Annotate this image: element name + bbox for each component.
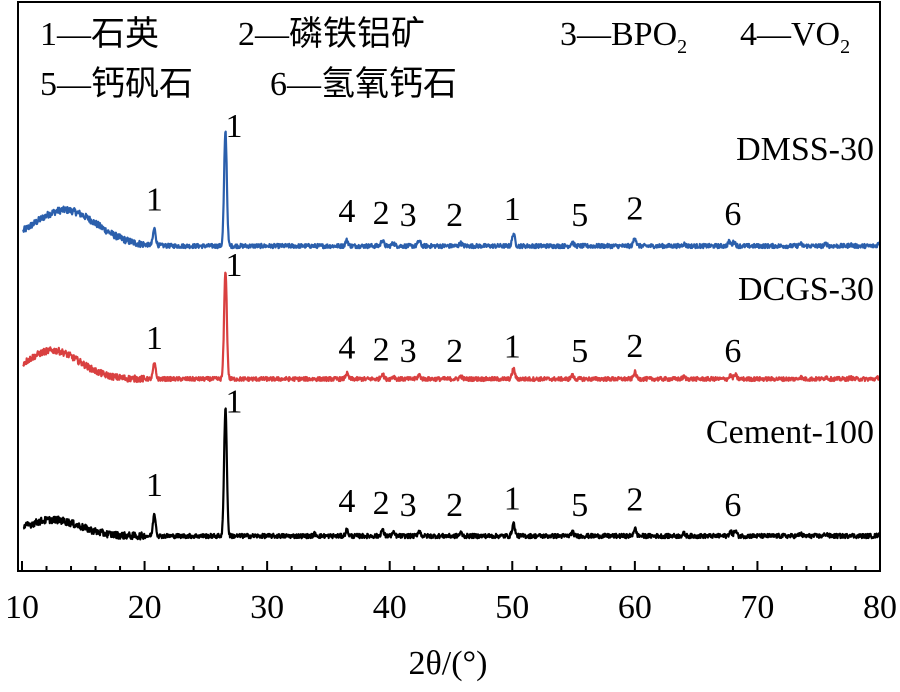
peak-label: 1: [146, 182, 163, 219]
x-tick-label: 80: [863, 589, 897, 626]
series-line: [22, 130, 881, 250]
peak-label: 2: [446, 333, 463, 370]
peak-label: 1: [146, 320, 163, 357]
legend-entry: 1—石英: [40, 15, 159, 53]
peak-label: 6: [724, 333, 741, 370]
peak-label: 1: [226, 108, 243, 145]
peak-label: 6: [724, 196, 741, 233]
x-tick-label: 10: [5, 589, 39, 626]
x-tick-label: 30: [250, 589, 284, 626]
x-axis: 10 20 30 40 50 60 70 80: [5, 561, 897, 626]
peak-label: 1: [504, 481, 521, 518]
series-name: Cement-100: [706, 414, 874, 451]
peak-label: 2: [626, 482, 643, 519]
x-tick-label: 60: [618, 589, 652, 626]
x-tick-label: 40: [373, 589, 407, 626]
peak-label: 4: [338, 330, 355, 367]
series-line: [22, 271, 881, 384]
x-axis-label: 2θ/(°): [409, 645, 488, 682]
peak-label: 1: [504, 328, 521, 365]
peak-label: 5: [571, 487, 588, 524]
legend-subscript: 2: [840, 36, 850, 58]
x-tick-label: 70: [740, 589, 774, 626]
legend-entry: 4—VO2: [740, 16, 850, 58]
series-name: DMSS-30: [736, 131, 874, 168]
series-names: DMSS-30 DCGS-30 Cement-100: [706, 131, 874, 451]
peak-label: 6: [724, 487, 741, 524]
legend: 1—石英 2—磷铁铝矿 3—BPO2 4—VO2 5—钙矾石 6—氢氧钙石: [40, 15, 850, 103]
peak-label: 2: [373, 331, 390, 368]
peak-label: 2: [626, 328, 643, 365]
peak-label: 4: [338, 193, 355, 230]
peak-label: 5: [571, 197, 588, 234]
series-name: DCGS-30: [738, 271, 874, 308]
peak-label: 1: [226, 384, 243, 421]
peak-label: 2: [446, 487, 463, 524]
legend-entry: 3—BPO2: [560, 16, 687, 58]
peak-label: 4: [338, 483, 355, 520]
plot-lines: [22, 130, 881, 541]
legend-entry: 5—钙矾石: [40, 66, 193, 103]
plot-frame: [17, 1, 881, 572]
peak-label: 5: [571, 333, 588, 370]
x-tick-label: 20: [128, 589, 162, 626]
peak-label: 1: [226, 247, 243, 284]
peak-label: 3: [400, 333, 417, 370]
peak-label: 2: [373, 485, 390, 522]
legend-subscript: 2: [677, 36, 687, 58]
series-line: [22, 407, 881, 541]
peak-label: 1: [146, 467, 163, 504]
peak-label: 1: [504, 191, 521, 228]
peak-label: 2: [446, 197, 463, 234]
x-tick-label: 50: [495, 589, 529, 626]
legend-entry: 2—磷铁铝矿: [238, 15, 425, 53]
legend-entry: 6—氢氧钙石: [270, 65, 457, 103]
peak-label: 2: [626, 190, 643, 227]
peak-label: 3: [400, 197, 417, 234]
peak-label: 2: [373, 195, 390, 232]
peak-label: 3: [400, 487, 417, 524]
